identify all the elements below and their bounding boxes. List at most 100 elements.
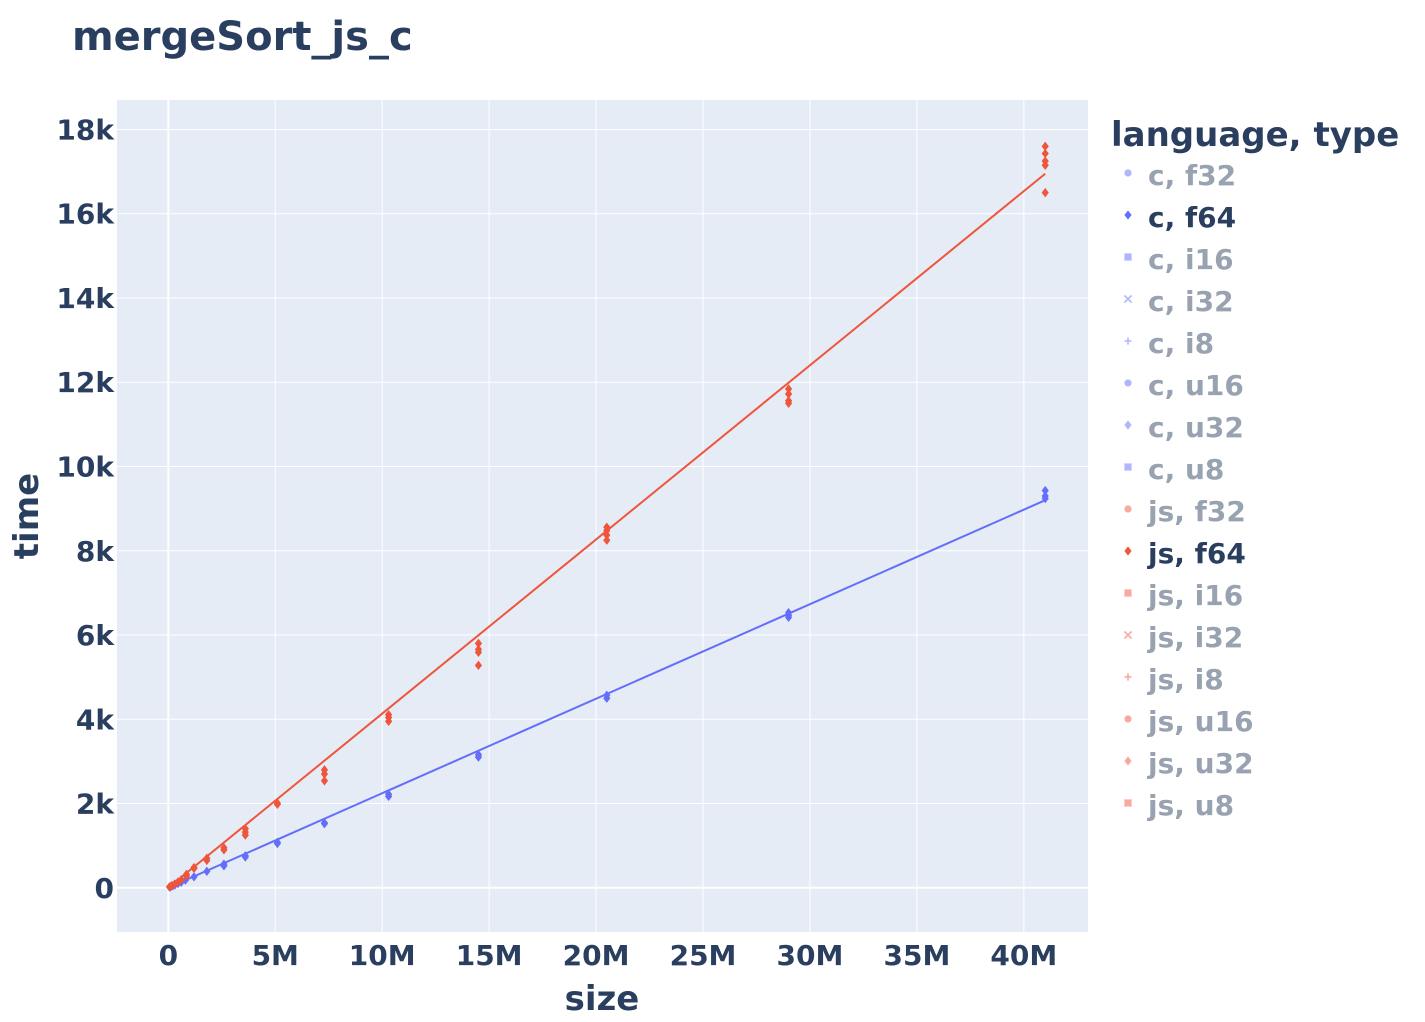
- legend-label: js, i8: [1147, 663, 1224, 696]
- y-tick-label: 18k: [56, 113, 115, 146]
- data-point: [474, 638, 483, 649]
- legend-marker: [1124, 463, 1132, 471]
- x-tick-label: 15M: [456, 939, 523, 972]
- x-tick-label: 10M: [349, 939, 416, 972]
- data-point: [1041, 141, 1049, 152]
- data-point: [784, 384, 793, 394]
- x-tick-label: 25M: [670, 939, 737, 972]
- x-tick-label: 35M: [883, 939, 950, 972]
- legend-label: c, u8: [1148, 453, 1224, 486]
- legend-label: js, f64: [1147, 537, 1246, 570]
- x-ticks: 0 5M 10M 15M 20M 25M 30M 35M 40M: [159, 939, 1058, 972]
- data-point: [1041, 160, 1049, 170]
- legend-label: c, i8: [1148, 327, 1214, 360]
- data-point: [220, 861, 228, 871]
- legend-marker: [1124, 505, 1132, 513]
- data-point: [603, 530, 611, 540]
- data-point: [474, 752, 483, 762]
- legend-marker: [1124, 169, 1132, 177]
- data-point: [203, 853, 211, 863]
- y-tick-label: 0: [95, 872, 114, 905]
- legend-label: c, i16: [1148, 243, 1234, 276]
- x-tick-label: 0: [159, 939, 178, 972]
- legend-item[interactable]: js, f32: [1124, 495, 1246, 528]
- legend-label: js, i32: [1147, 621, 1243, 654]
- data-point: [182, 869, 191, 879]
- legend-marker: [1124, 756, 1132, 766]
- legend-marker: [1124, 379, 1132, 387]
- legend-item[interactable]: js, u16: [1124, 705, 1254, 738]
- legend-item[interactable]: c, i32: [1123, 285, 1234, 318]
- legend-item[interactable]: js, i8: [1124, 663, 1224, 696]
- data-point: [241, 852, 249, 862]
- data-point: [1041, 148, 1049, 159]
- x-tick-label: 40M: [990, 939, 1057, 972]
- data-point: [603, 535, 611, 545]
- y-tick-label: 6k: [76, 619, 115, 652]
- legend-marker: [1123, 630, 1133, 640]
- data-point: [1041, 187, 1049, 198]
- y-tick-label: 14k: [56, 282, 115, 315]
- legend-marker: [1124, 799, 1132, 807]
- data-point: [203, 866, 211, 877]
- legend-marker: [1124, 715, 1132, 723]
- data-point: [220, 845, 228, 855]
- x-axis-title: size: [565, 979, 640, 1019]
- data-point: [603, 693, 611, 703]
- data-point: [474, 647, 483, 657]
- y-tick-label: 4k: [76, 703, 115, 736]
- data-point: [784, 389, 793, 399]
- legend-marker: [1124, 589, 1132, 597]
- legend-item[interactable]: js, f64: [1124, 537, 1246, 570]
- legend-item[interactable]: c, i8: [1124, 327, 1214, 360]
- legend-item[interactable]: js, i32: [1123, 621, 1243, 654]
- data-point: [320, 776, 329, 786]
- y-tick-label: 8k: [76, 535, 115, 568]
- legend-item[interactable]: js, u32: [1124, 747, 1254, 780]
- legend-marker: [1124, 420, 1132, 430]
- legend-item[interactable]: c, u16: [1124, 369, 1244, 402]
- legend-item[interactable]: c, u32: [1124, 411, 1244, 444]
- legend-item[interactable]: js, u8: [1124, 789, 1234, 822]
- plot-area: [117, 100, 1088, 932]
- legend-label: js, u16: [1147, 705, 1254, 738]
- y-ticks: 0 2k 4k 6k 8k 10k 12k 14k 16k 18k: [56, 113, 115, 904]
- x-tick-label: 5M: [252, 939, 299, 972]
- legend-item[interactable]: js, i16: [1124, 579, 1243, 612]
- x-tick-label: 20M: [563, 939, 630, 972]
- y-tick-label: 2k: [76, 788, 115, 821]
- data-point: [784, 398, 793, 408]
- legend-label: c, u32: [1148, 411, 1244, 444]
- legend-label: js, f32: [1147, 495, 1246, 528]
- data-point: [474, 660, 483, 671]
- legend-marker: [1124, 210, 1132, 220]
- legend-item[interactable]: c, i16: [1124, 243, 1234, 276]
- data-point: [320, 769, 329, 779]
- legend-marker: [1124, 337, 1132, 345]
- data-point: [784, 612, 793, 622]
- data-point: [241, 830, 249, 840]
- legend-label: c, u16: [1148, 369, 1244, 402]
- data-point: [1041, 485, 1049, 496]
- x-tick-label: 30M: [777, 939, 844, 972]
- data-points: [165, 141, 1049, 892]
- data-point: [177, 875, 185, 885]
- legend-label: js, u32: [1147, 747, 1254, 780]
- legend-label: c, f64: [1148, 201, 1236, 234]
- legend[interactable]: c, f32 c, f64 c, i16 c, i32 c, i8 c, u16 c, u3…: [1123, 159, 1254, 822]
- y-axis-title: time: [7, 473, 47, 559]
- data-point: [320, 819, 329, 829]
- data-point: [273, 799, 282, 810]
- legend-item[interactable]: c, f32: [1124, 159, 1236, 192]
- chart-title: mergeSort_js_c: [72, 14, 413, 60]
- legend-item[interactable]: c, f64: [1124, 201, 1236, 234]
- data-point: [1041, 493, 1049, 504]
- data-point: [273, 838, 282, 849]
- legend-marker: [1123, 294, 1133, 304]
- y-tick-label: 12k: [56, 366, 115, 399]
- legend-label: js, i16: [1147, 579, 1243, 612]
- legend-marker: [1124, 546, 1132, 556]
- legend-item[interactable]: c, u8: [1124, 453, 1224, 486]
- legend-marker: [1124, 253, 1132, 261]
